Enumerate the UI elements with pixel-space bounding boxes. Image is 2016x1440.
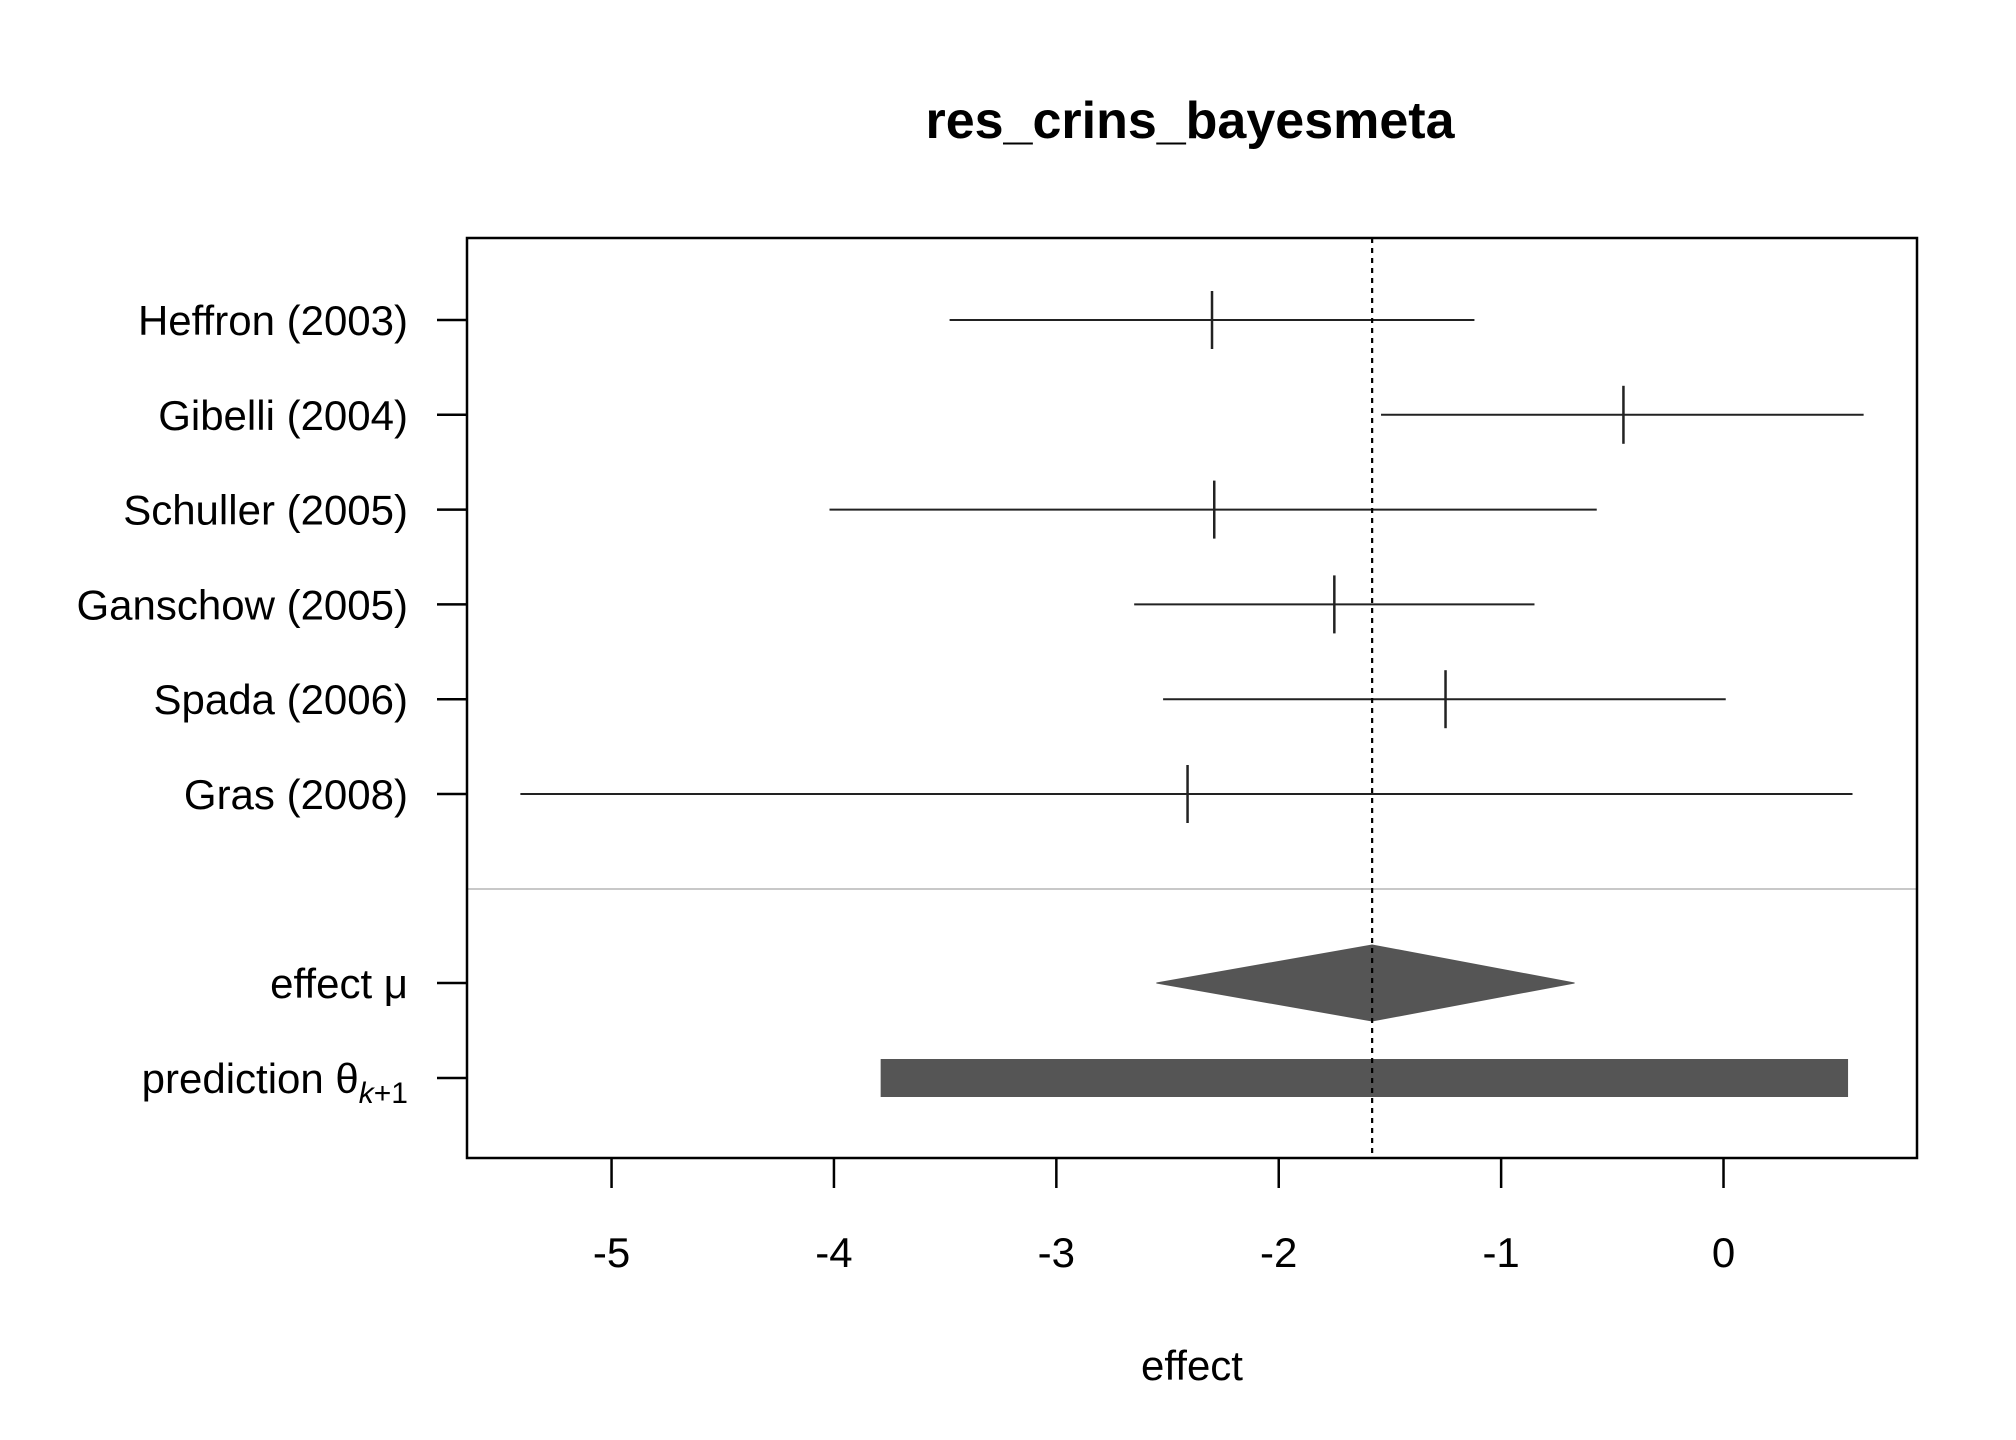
x-tick-label: 0	[1712, 1229, 1735, 1276]
study-label: Gras (2008)	[184, 771, 408, 818]
x-tick-label: -3	[1038, 1229, 1075, 1276]
summary-estimates: effect μ prediction θk+1	[142, 238, 1917, 1158]
prediction-bar	[880, 1059, 1849, 1097]
x-axis: -5 -4 -3 -2 -1 0	[593, 1158, 1735, 1276]
study-intervals: Heffron (2003) Gibelli (2004) Schuller (20…	[76, 291, 1864, 823]
effect-diamond	[1156, 944, 1575, 1022]
plot-frame	[465, 236, 1919, 1160]
study-label: Gibelli (2004)	[158, 392, 408, 439]
x-axis-label: effect	[1141, 1342, 1243, 1389]
x-tick-label: -5	[593, 1229, 630, 1276]
study-label: Spada (2006)	[153, 676, 408, 723]
x-tick-label: -4	[815, 1229, 852, 1276]
effect-label: effect μ	[270, 960, 408, 1007]
x-tick-label: -1	[1482, 1229, 1519, 1276]
study-label: Heffron (2003)	[138, 297, 408, 344]
x-tick-label: -2	[1260, 1229, 1297, 1276]
chart-title: res_crins_bayesmeta	[925, 92, 1455, 150]
study-label: Ganschow (2005)	[76, 581, 408, 628]
study-label: Schuller (2005)	[123, 487, 408, 534]
prediction-label: prediction θk+1	[142, 1055, 408, 1110]
